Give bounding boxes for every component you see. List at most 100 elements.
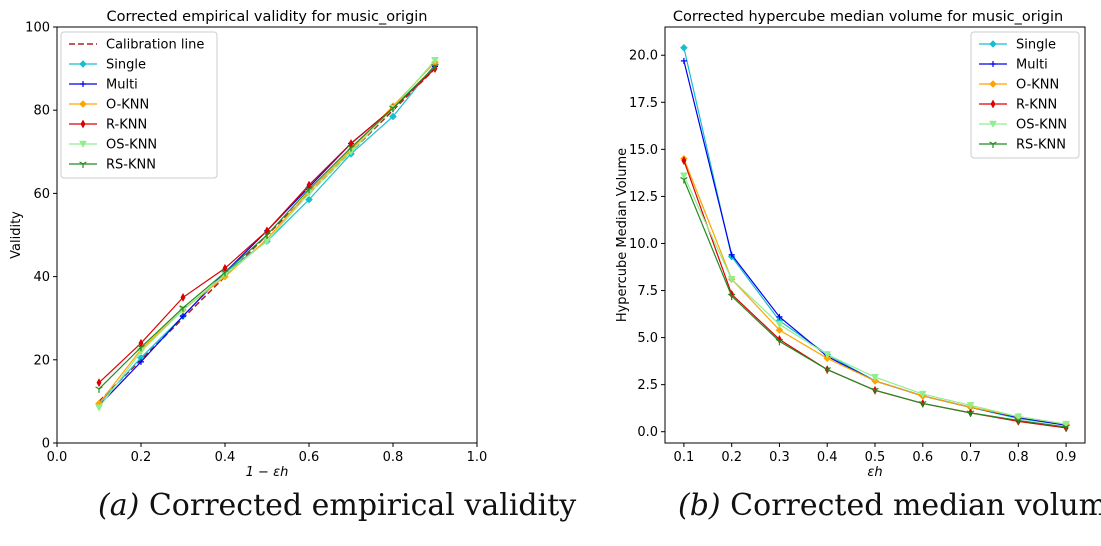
data-point-rs-knn bbox=[871, 387, 879, 395]
data-point-os-knn bbox=[679, 172, 688, 180]
data-point-os-knn bbox=[823, 351, 832, 359]
data-point-rs-knn bbox=[919, 400, 927, 408]
y-axis-label: Validity bbox=[9, 211, 24, 259]
x-tick-label: 0.4 bbox=[817, 450, 838, 465]
data-point-rs-knn bbox=[966, 410, 975, 417]
data-point-single bbox=[680, 43, 688, 52]
caption-b: (b) Corrected median volume bbox=[678, 488, 1101, 523]
legend-label: R-KNN bbox=[106, 118, 147, 133]
y-tick-label: 0.0 bbox=[637, 425, 658, 440]
y-tick-label: 7.5 bbox=[637, 284, 658, 299]
data-point-rs-knn bbox=[1014, 417, 1023, 425]
data-point-multi bbox=[138, 358, 144, 365]
chart-b: Corrected hypercube median volume for mu… bbox=[615, 9, 1086, 480]
data-point-multi bbox=[680, 57, 687, 64]
figure-canvas: Corrected empirical validity for music_o… bbox=[9, 9, 1086, 480]
x-tick-label: 0.0 bbox=[47, 450, 68, 465]
y-tick-label: 2.5 bbox=[637, 378, 658, 393]
y-tick-label: 100 bbox=[25, 21, 50, 36]
data-point-os-knn bbox=[966, 402, 975, 410]
data-point-os-knn bbox=[727, 275, 736, 284]
data-point-rs-knn bbox=[305, 186, 313, 194]
data-point-os-knn bbox=[431, 57, 439, 65]
legend-marker bbox=[989, 40, 997, 48]
y-tick-label: 60 bbox=[33, 187, 50, 202]
legend-label: RS-KNN bbox=[1016, 138, 1066, 153]
data-point-multi bbox=[180, 313, 186, 320]
data-point-os-knn bbox=[1014, 413, 1023, 421]
caption-b-text: Corrected median volume bbox=[730, 488, 1101, 523]
legend-marker bbox=[989, 120, 997, 129]
legend-label: Multi bbox=[106, 78, 138, 93]
legend-marker bbox=[79, 100, 87, 108]
legend-marker bbox=[80, 119, 86, 129]
caption-a-label: (a) bbox=[98, 488, 140, 523]
y-tick-label: 17.5 bbox=[629, 96, 658, 111]
data-point-rs-knn bbox=[727, 293, 736, 301]
data-point-single bbox=[305, 195, 313, 204]
data-point-rs-knn bbox=[263, 232, 271, 239]
legend-marker bbox=[990, 99, 996, 109]
x-tick-label: 0.2 bbox=[721, 450, 742, 465]
data-point-rs-knn bbox=[137, 344, 145, 352]
legend-label: O-KNN bbox=[1016, 78, 1059, 93]
data-point-single bbox=[389, 112, 397, 121]
legend-marker bbox=[990, 61, 996, 67]
y-tick-label: 10.0 bbox=[629, 237, 658, 252]
x-tick-label: 0.4 bbox=[215, 450, 236, 465]
data-point-os-knn bbox=[871, 373, 879, 382]
data-point-rs-knn bbox=[823, 367, 831, 374]
x-tick-label: 0.6 bbox=[299, 450, 320, 465]
x-tick-label: 0.3 bbox=[769, 450, 790, 465]
legend-marker bbox=[79, 60, 87, 68]
y-tick-label: 80 bbox=[33, 104, 50, 119]
legend-label: Single bbox=[106, 58, 146, 73]
y-tick-label: 0 bbox=[42, 437, 50, 452]
data-point-o-knn bbox=[775, 326, 784, 334]
plot-frame bbox=[56, 26, 478, 444]
x-axis-label: εh bbox=[867, 465, 882, 480]
y-tick-label: 40 bbox=[33, 270, 50, 285]
y-axis-label: Hypercube Median Volume bbox=[615, 148, 630, 322]
legend-label: Multi bbox=[1016, 58, 1048, 73]
data-point-os-knn bbox=[1062, 420, 1071, 429]
data-point-rs-knn bbox=[389, 105, 397, 113]
legend: Single Multi O-KNN R-KNN OS-KNN RS-KNN bbox=[970, 31, 1080, 159]
legend-label: OS-KNN bbox=[106, 138, 157, 153]
chart-title: Corrected empirical validity for music_o… bbox=[106, 9, 427, 25]
legend-marker bbox=[80, 81, 86, 87]
chart-a: Corrected empirical validity for music_o… bbox=[9, 9, 487, 480]
data-point-multi bbox=[776, 313, 783, 320]
x-tick-label: 0.7 bbox=[960, 450, 981, 465]
legend-marker bbox=[79, 140, 87, 149]
x-axis-label: 1 − εh bbox=[246, 465, 289, 480]
data-point-rs-knn bbox=[347, 145, 355, 152]
data-point-r-knn bbox=[180, 292, 186, 302]
y-tick-label: 20.0 bbox=[629, 49, 658, 64]
caption-a: (a) Corrected empirical validity bbox=[98, 488, 576, 523]
data-point-os-knn bbox=[95, 404, 103, 412]
data-point-os-knn bbox=[775, 321, 784, 329]
legend-marker bbox=[79, 161, 87, 168]
y-tick-label: 20 bbox=[33, 353, 50, 368]
data-point-rs-knn bbox=[95, 386, 103, 393]
caption-b-label: (b) bbox=[678, 488, 721, 523]
x-tick-label: 0.8 bbox=[383, 450, 404, 465]
y-tick-label: 12.5 bbox=[629, 190, 658, 205]
data-point-rs-knn bbox=[179, 305, 187, 312]
legend-label: O-KNN bbox=[106, 98, 149, 113]
data-point-os-knn bbox=[918, 390, 927, 399]
legend-marker bbox=[989, 80, 997, 88]
y-tick-label: 15.0 bbox=[629, 143, 658, 158]
data-point-r-knn bbox=[96, 378, 102, 388]
x-tick-label: 1.0 bbox=[467, 450, 488, 465]
x-tick-label: 0.5 bbox=[865, 450, 886, 465]
chart-title: Corrected hypercube median volume for mu… bbox=[673, 9, 1063, 25]
data-point-rs-knn bbox=[775, 338, 784, 346]
x-tick-label: 0.8 bbox=[1008, 450, 1029, 465]
legend-label: RS-KNN bbox=[106, 158, 156, 173]
data-point-rs-knn bbox=[1062, 424, 1070, 431]
legend-label: Calibration line bbox=[106, 38, 204, 53]
x-tick-label: 0.6 bbox=[912, 450, 933, 465]
x-tick-label: 0.9 bbox=[1056, 450, 1077, 465]
